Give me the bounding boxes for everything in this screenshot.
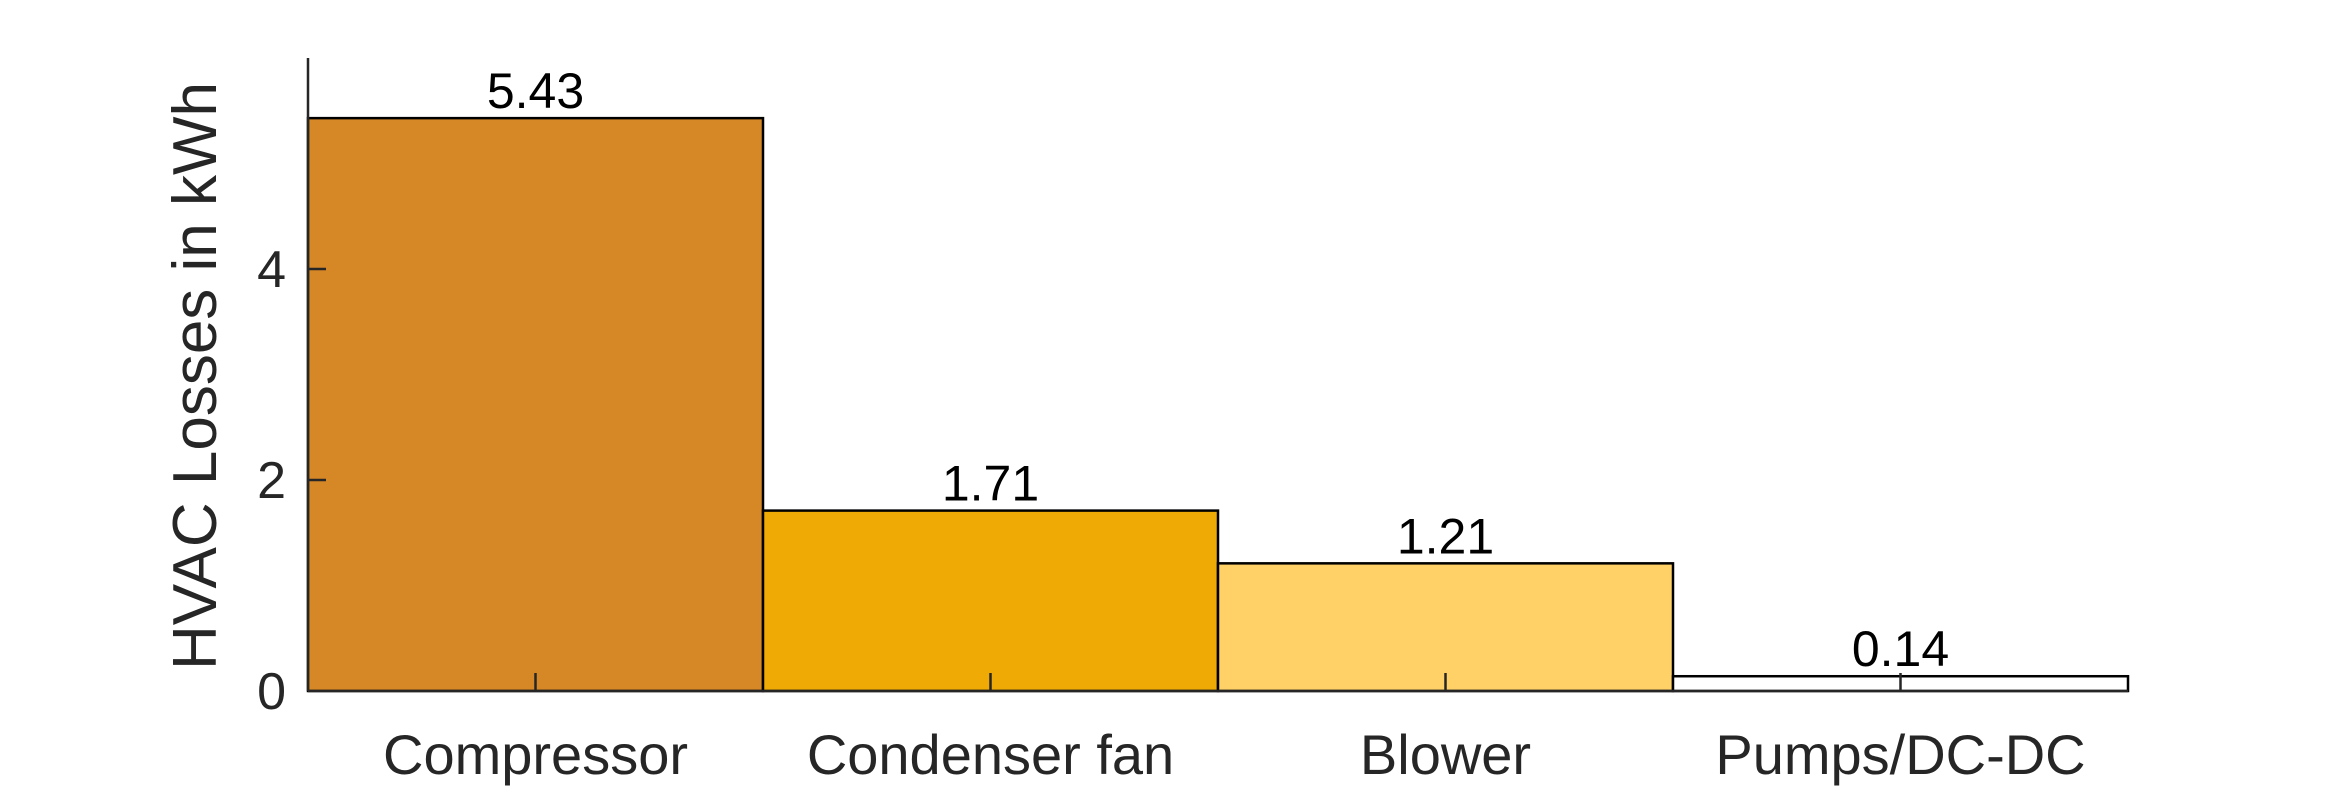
labels-layer: 5.43 Compressor 1.71 Condenser fan 1.21 Blowe…	[257, 63, 2086, 786]
bars-layer	[306, 116, 2130, 693]
axes-layer	[306, 58, 2128, 693]
x-tick-label: Blower	[1360, 723, 1531, 786]
bar-compressor	[306, 116, 765, 693]
y-tick-label: 4	[257, 241, 286, 299]
y-tick-label: 2	[257, 452, 286, 510]
data-label: 1.71	[942, 456, 1039, 512]
data-label: 5.43	[487, 63, 584, 119]
data-label: 1.21	[1397, 508, 1494, 564]
y-tick-label: 0	[257, 663, 286, 721]
x-tick-label: Compressor	[383, 723, 688, 786]
x-tick-label: Condenser fan	[807, 723, 1174, 786]
x-tick-label: Pumps/DC-DC	[1715, 723, 2085, 786]
y-axis-title: HVAC Losses in kWh	[161, 82, 230, 670]
bar-blower	[1216, 562, 1675, 693]
bar-condenser-fan	[761, 509, 1220, 693]
data-label: 0.14	[1852, 621, 1949, 677]
